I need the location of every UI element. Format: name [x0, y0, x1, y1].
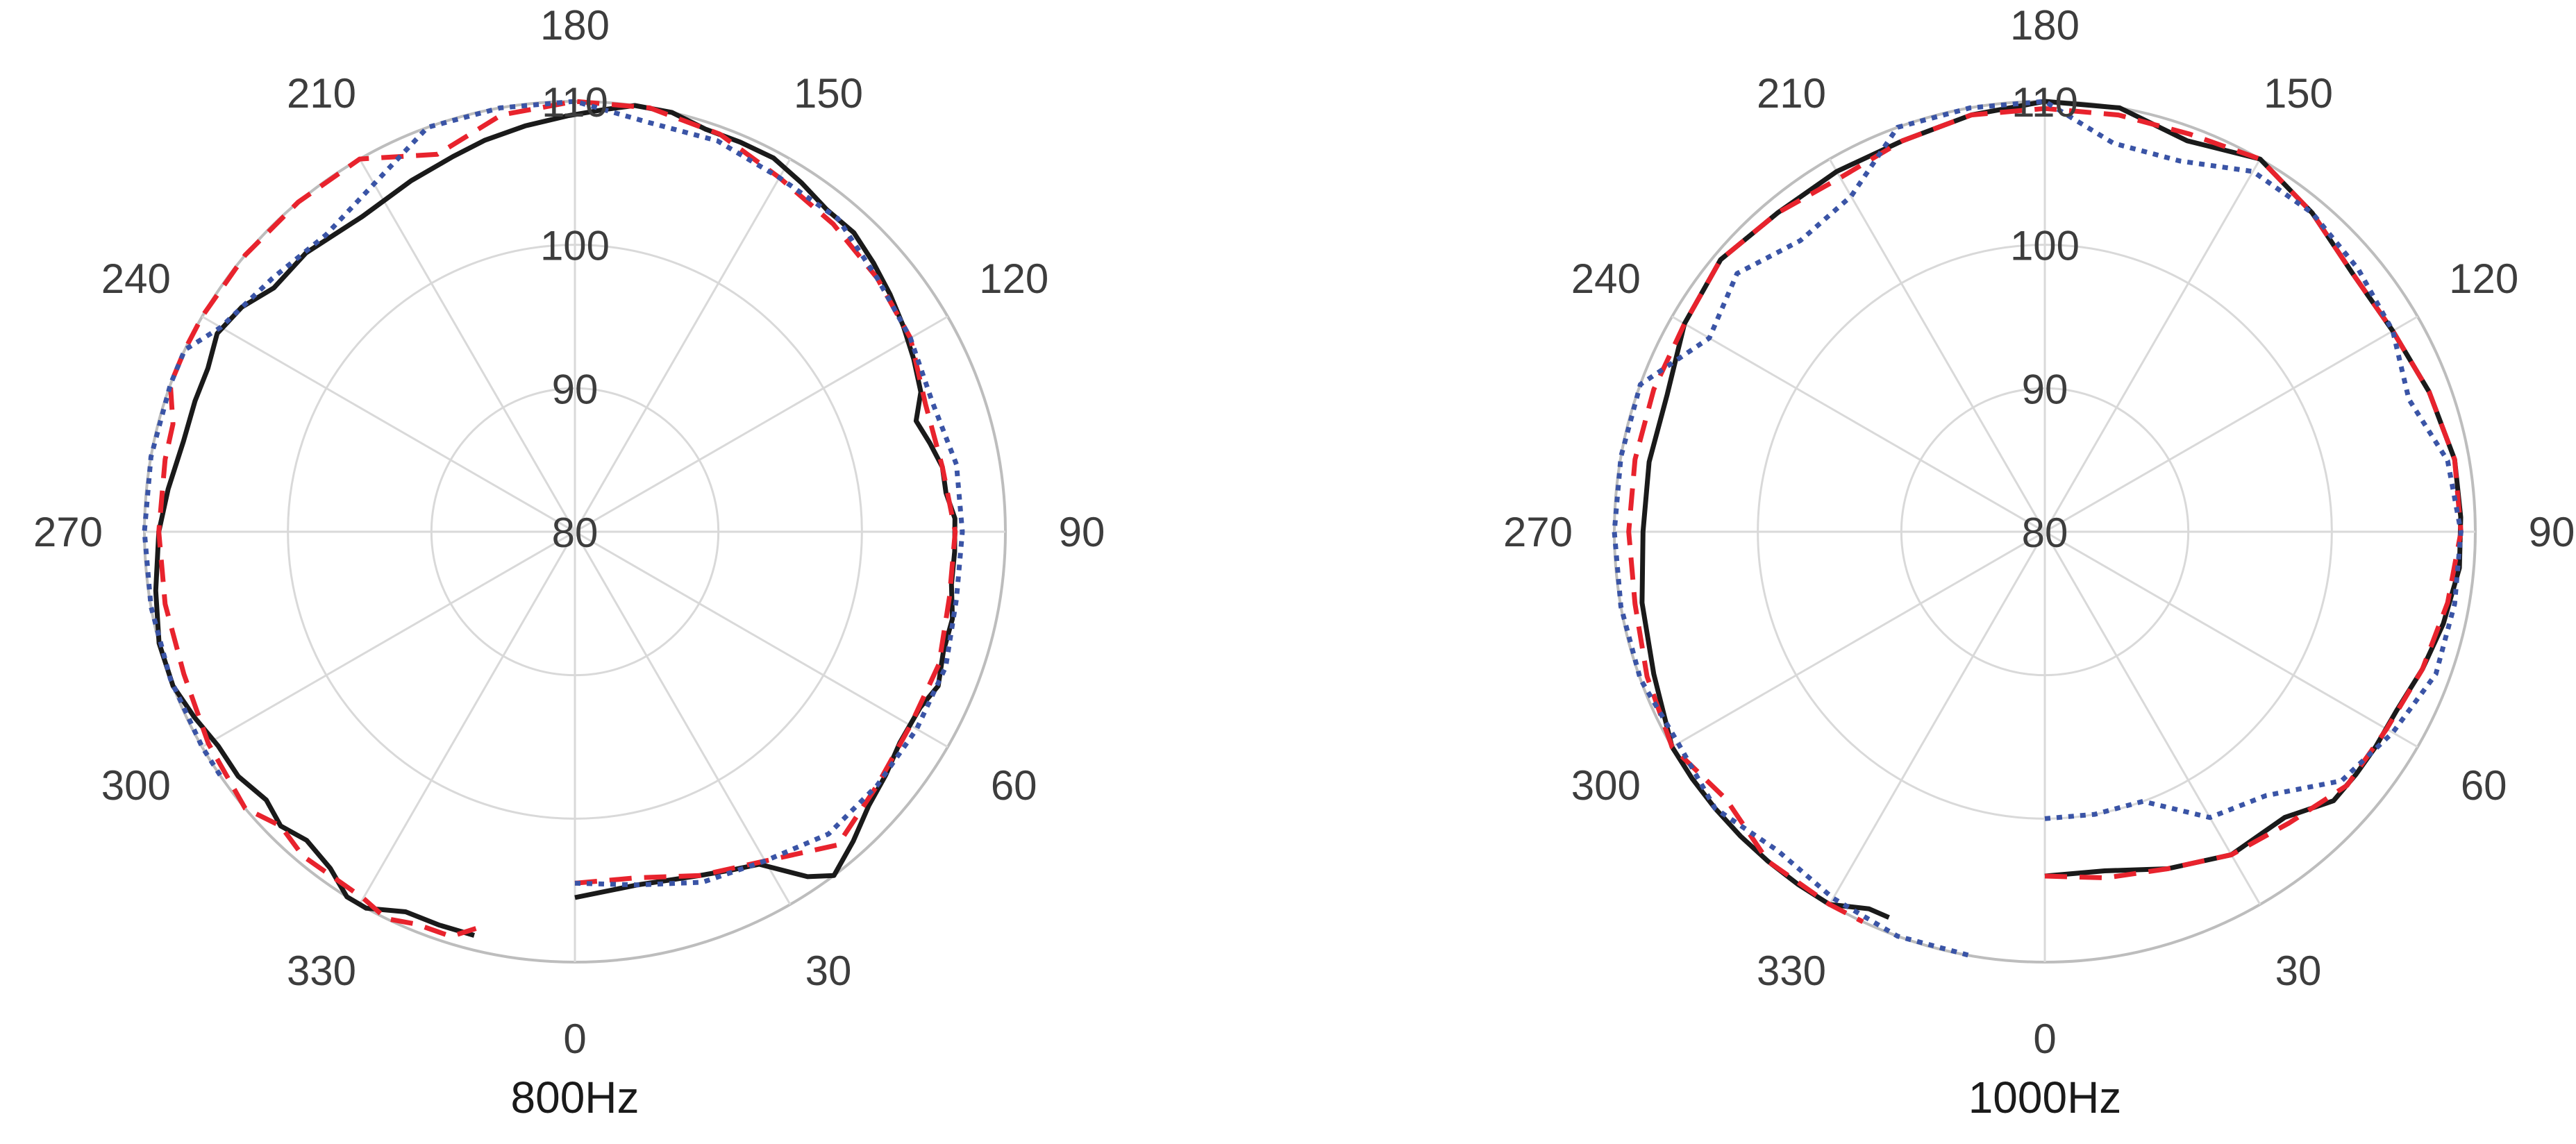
- grid-spoke: [2044, 315, 2418, 533]
- angle-tick-label: 210: [1757, 70, 1826, 117]
- grid-spoke: [1671, 530, 2046, 748]
- grid-spoke: [574, 158, 792, 532]
- angle-tick-label: 150: [2264, 70, 2333, 117]
- radial-tick-label: 90: [552, 366, 599, 412]
- polar-chart-800hz: 80 90 100 110 0 30 60 90 120 150 180 210 240 270 300 33…: [33, 2, 1105, 1122]
- angle-tick-label: 150: [794, 70, 863, 117]
- radial-tick-label: 90: [2022, 366, 2068, 412]
- angle-tick-label: 210: [287, 70, 356, 117]
- angle-tick-label: 300: [101, 762, 171, 809]
- grid-spoke: [2043, 158, 2261, 532]
- grid-spoke: [2044, 530, 2418, 748]
- series-line-dashed: [156, 99, 958, 939]
- angle-tick-label: 240: [101, 255, 171, 302]
- radial-tick-label: 80: [2022, 510, 2068, 556]
- angle-tick-label: 90: [1059, 509, 1105, 555]
- grid-spoke: [574, 315, 948, 533]
- radial-tick-label: 100: [2010, 223, 2080, 269]
- angle-tick-label: 120: [979, 255, 1048, 302]
- angle-tick-label: 0: [563, 1016, 586, 1062]
- angle-tick-label: 180: [540, 2, 610, 49]
- angle-tick-label: 330: [287, 948, 356, 994]
- grid-spoke: [358, 158, 576, 532]
- grid-spoke: [574, 531, 792, 905]
- angle-tick-label: 270: [1503, 509, 1573, 555]
- angle-tick-label: 0: [2033, 1016, 2056, 1062]
- grid-spoke: [201, 530, 576, 748]
- angle-tick-label: 60: [991, 762, 1037, 809]
- angle-tick-label: 60: [2461, 762, 2507, 809]
- angle-tick-label: 300: [1571, 762, 1641, 809]
- angle-tick-label: 90: [2529, 509, 2575, 555]
- angle-tick-label: 180: [2010, 2, 2080, 49]
- chart-title: 1000Hz: [1968, 1072, 2122, 1122]
- angle-tick-label: 30: [2275, 948, 2322, 994]
- polar-chart-1000hz: 80 90 100 110 0 30 60 90 120 150 180 210 240 270 300 33…: [1503, 2, 2575, 1122]
- radial-tick-label: 110: [2012, 79, 2078, 126]
- angle-tick-label: 30: [805, 948, 852, 994]
- radial-tick-label: 110: [542, 79, 608, 126]
- series-line-dotted: [142, 99, 965, 888]
- radial-tick-label: 100: [540, 223, 610, 269]
- grid-spoke: [1828, 158, 2046, 532]
- angle-tick-label: 270: [33, 509, 103, 555]
- grid-spoke: [2043, 531, 2261, 905]
- series-line-dashed: [1626, 106, 2464, 925]
- grid-spoke: [1671, 315, 2046, 533]
- angle-tick-label: 120: [2449, 255, 2518, 302]
- grid-spoke: [1828, 531, 2046, 905]
- angle-tick-label: 330: [1757, 948, 1826, 994]
- series-line-dotted: [1612, 99, 2464, 958]
- angle-tick-label: 240: [1571, 255, 1641, 302]
- radial-tick-label: 80: [552, 510, 599, 556]
- grid-spoke: [574, 530, 948, 748]
- grid-spoke: [201, 315, 576, 533]
- chart-title: 800Hz: [511, 1072, 639, 1122]
- grid-spoke: [358, 531, 576, 905]
